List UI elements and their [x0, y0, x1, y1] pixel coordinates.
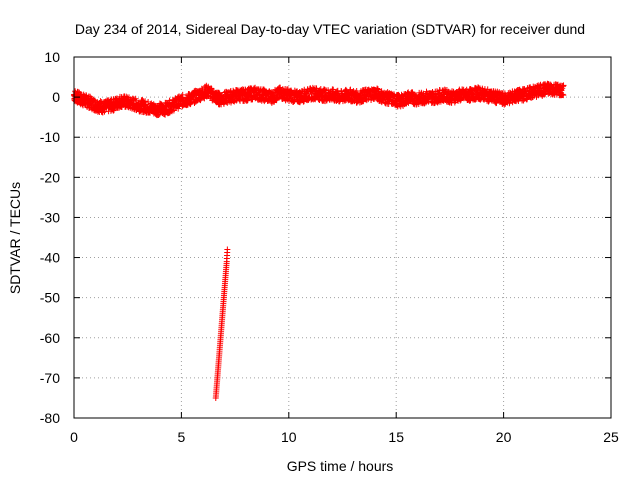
data-point	[560, 92, 567, 99]
data-point	[527, 84, 534, 91]
data-point	[374, 85, 381, 92]
x-axis-label: GPS time / hours	[287, 458, 394, 474]
data-point	[179, 91, 186, 98]
plot-frame	[73, 56, 612, 419]
x-tick-label: 25	[603, 429, 619, 445]
axis-ticks	[73, 56, 612, 419]
tick-labels: 0 5 10 15 20 25 10 0 -10 -20 -30 -40 -50 -60 -70 -80	[40, 49, 619, 445]
data-point	[224, 246, 231, 253]
y-tick-label: -10	[40, 129, 60, 145]
chart-title: Day 234 of 2014, Sidereal Day-to-day VTE…	[75, 21, 585, 37]
y-tick-label: -30	[40, 209, 60, 225]
series-sdtvar-main-trace	[71, 80, 567, 119]
y-tick-label: -60	[40, 330, 60, 346]
y-tick-label: -80	[40, 410, 60, 426]
x-tick-label: 0	[70, 429, 78, 445]
y-tick-label: 0	[52, 89, 60, 105]
x-tick-label: 5	[178, 429, 186, 445]
y-tick-label: -40	[40, 250, 60, 266]
data-point	[541, 91, 548, 98]
data-point	[560, 82, 567, 89]
data-point	[330, 86, 337, 93]
y-tick-label: 10	[44, 49, 60, 65]
x-tick-label: 15	[388, 429, 404, 445]
x-tick-label: 20	[496, 429, 512, 445]
series-sdtvar-outlier-trace	[212, 246, 231, 401]
y-tick-label: -20	[40, 169, 60, 185]
y-tick-label: -50	[40, 290, 60, 306]
y-tick-label: -70	[40, 370, 60, 386]
x-tick-label: 10	[281, 429, 297, 445]
y-axis-label: SDTVAR / TECUs	[7, 182, 23, 294]
data-points	[71, 80, 567, 401]
